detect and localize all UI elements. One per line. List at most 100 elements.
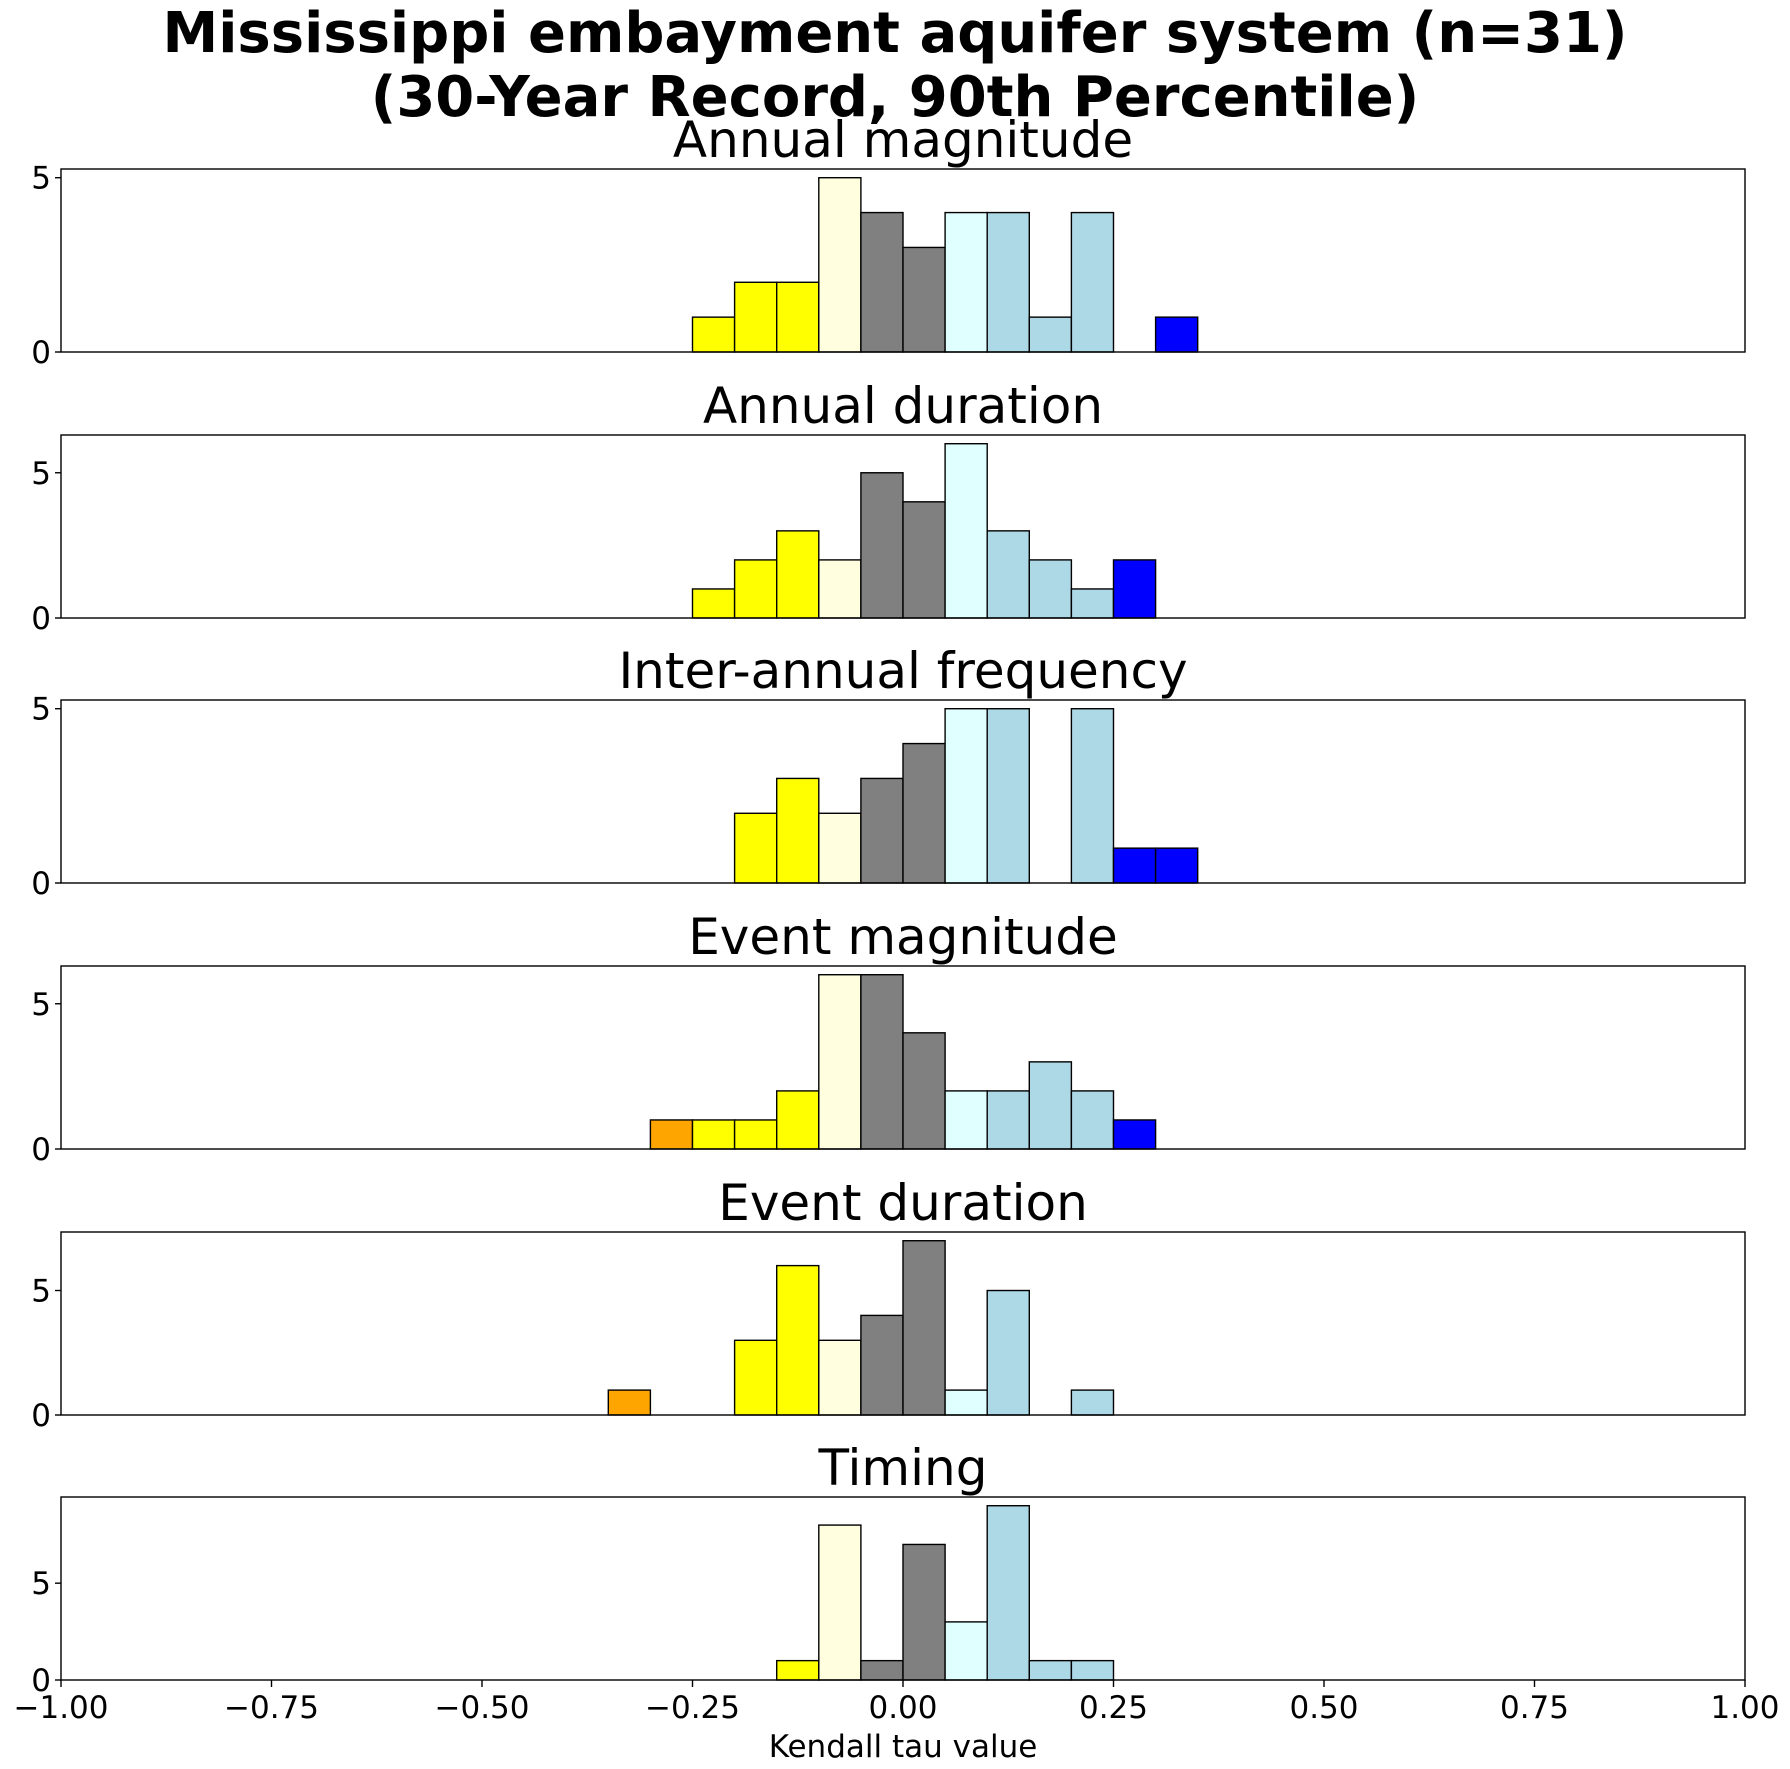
- plot-frame: [60, 1231, 1746, 1416]
- histogram-bar: [860, 777, 904, 884]
- histogram-bar: [733, 812, 778, 884]
- y-tick-label: 5: [31, 161, 51, 197]
- plot-frame: [60, 434, 1746, 619]
- histogram-bar: [818, 1524, 862, 1681]
- plot-frame: [60, 168, 1746, 353]
- histogram-bar: [1028, 1659, 1073, 1681]
- histogram-bar: [691, 1119, 736, 1150]
- histogram-bar: [1112, 559, 1157, 619]
- histogram-bar: [986, 1090, 1031, 1150]
- x-tick-label: −0.75: [224, 1690, 319, 1726]
- histogram-bar: [1070, 211, 1115, 353]
- histogram-bar: [944, 211, 988, 353]
- histogram-bar: [860, 1314, 904, 1416]
- panel-title: Inter-annual frequency: [618, 642, 1187, 700]
- histogram-bar: [818, 177, 862, 353]
- histogram-bar: [1070, 1090, 1115, 1150]
- y-tick-label: 5: [31, 692, 51, 728]
- histogram-bar: [691, 588, 736, 619]
- histogram-bar: [860, 472, 904, 619]
- histogram-bar: [986, 1505, 1031, 1681]
- y-tick-label: 0: [31, 866, 51, 902]
- histogram-bar: [1070, 708, 1115, 884]
- figure-title-line2: (30-Year Record, 90th Percentile): [371, 65, 1420, 130]
- histogram-bar: [902, 1543, 946, 1681]
- y-tick-label: 0: [31, 1132, 51, 1168]
- histogram-bar: [1070, 588, 1115, 619]
- x-tick-label: 1.00: [1710, 1690, 1779, 1726]
- y-tick-label: 0: [31, 1663, 51, 1699]
- histogram-bar: [733, 559, 778, 619]
- histogram-bar: [818, 1339, 862, 1416]
- histogram-bar: [902, 1240, 946, 1416]
- histogram-bar: [1028, 559, 1073, 619]
- histogram-bar: [776, 777, 820, 884]
- histogram-bar: [776, 1264, 820, 1416]
- histogram-bar: [902, 742, 946, 884]
- histogram-bar: [944, 443, 988, 619]
- x-tick-label: −0.25: [645, 1690, 740, 1726]
- y-tick-label: 5: [31, 1566, 51, 1602]
- histogram-bar: [944, 1090, 988, 1150]
- histogram-bar: [776, 1090, 820, 1150]
- panel-4: Event magnitude 0 5: [31, 908, 1746, 1168]
- panel-5: Event duration 0 5: [31, 1174, 1746, 1434]
- histogram-bar: [1070, 1389, 1115, 1416]
- histogram-bar: [944, 708, 988, 884]
- histogram-bar: [902, 246, 946, 353]
- histogram-bar: [860, 1659, 904, 1681]
- histogram-bar: [733, 1339, 778, 1416]
- histogram-bar: [649, 1119, 694, 1150]
- histogram-bar: [818, 974, 862, 1150]
- panel-2: Annual duration 0 5: [31, 377, 1746, 637]
- histogram-bar: [1028, 316, 1073, 353]
- x-tick-label: 0.25: [1079, 1690, 1148, 1726]
- plot-frame: [60, 965, 1746, 1150]
- histogram-bar: [776, 530, 820, 619]
- histogram-bar: [776, 1659, 820, 1681]
- x-tick-label: 0.00: [868, 1690, 937, 1726]
- histogram-bar: [818, 812, 862, 884]
- panel-title: Event duration: [718, 1174, 1088, 1232]
- histogram-bar: [733, 281, 778, 353]
- histogram-bar: [691, 316, 736, 353]
- histogram-bar: [607, 1389, 652, 1416]
- histogram-bar: [902, 501, 946, 619]
- y-tick-label: 5: [31, 1274, 51, 1310]
- histogram-bar: [1154, 316, 1199, 353]
- histogram-bar: [986, 211, 1031, 353]
- histogram-bar: [1112, 847, 1157, 884]
- panel-title: Timing: [818, 1439, 988, 1497]
- histogram-bar: [1154, 847, 1199, 884]
- panel-6: Timing 0 5 −1.00 −0.75 −0.50 −0.25 0.00 0.25 0.50…: [14, 1439, 1780, 1726]
- histogram-bar: [733, 1119, 778, 1150]
- histogram-bar: [860, 211, 904, 353]
- plot-frame: [60, 699, 1746, 884]
- histogram-bar: [902, 1032, 946, 1150]
- histogram-bar: [1070, 1659, 1115, 1681]
- histogram-bar: [986, 530, 1031, 619]
- panel-title: Annual magnitude: [673, 111, 1133, 169]
- x-tick-label: −1.00: [14, 1690, 109, 1726]
- y-tick-label: 0: [31, 335, 51, 371]
- panel-1: Annual magnitude 0 5: [31, 111, 1746, 371]
- panel-3: Inter-annual frequency 0 5: [31, 642, 1746, 902]
- x-tick-label: 0.75: [1500, 1690, 1569, 1726]
- x-axis-label: Kendall tau value: [769, 1729, 1038, 1765]
- y-tick-label: 5: [31, 987, 51, 1023]
- histogram-bar: [1112, 1119, 1157, 1150]
- y-tick-label: 5: [31, 456, 51, 492]
- histogram-bar: [818, 559, 862, 619]
- histogram-bar: [1028, 1061, 1073, 1150]
- histogram-bar: [986, 708, 1031, 884]
- y-tick-label: 0: [31, 601, 51, 637]
- figure-title-line1: Mississippi embayment aquifer system (n=…: [162, 1, 1627, 66]
- histogram-bar: [944, 1621, 988, 1681]
- histogram-bar: [944, 1389, 988, 1416]
- x-tick-label: −0.50: [435, 1690, 530, 1726]
- y-tick-label: 0: [31, 1398, 51, 1434]
- panel-title: Event magnitude: [688, 908, 1118, 966]
- histogram-bar: [986, 1289, 1031, 1416]
